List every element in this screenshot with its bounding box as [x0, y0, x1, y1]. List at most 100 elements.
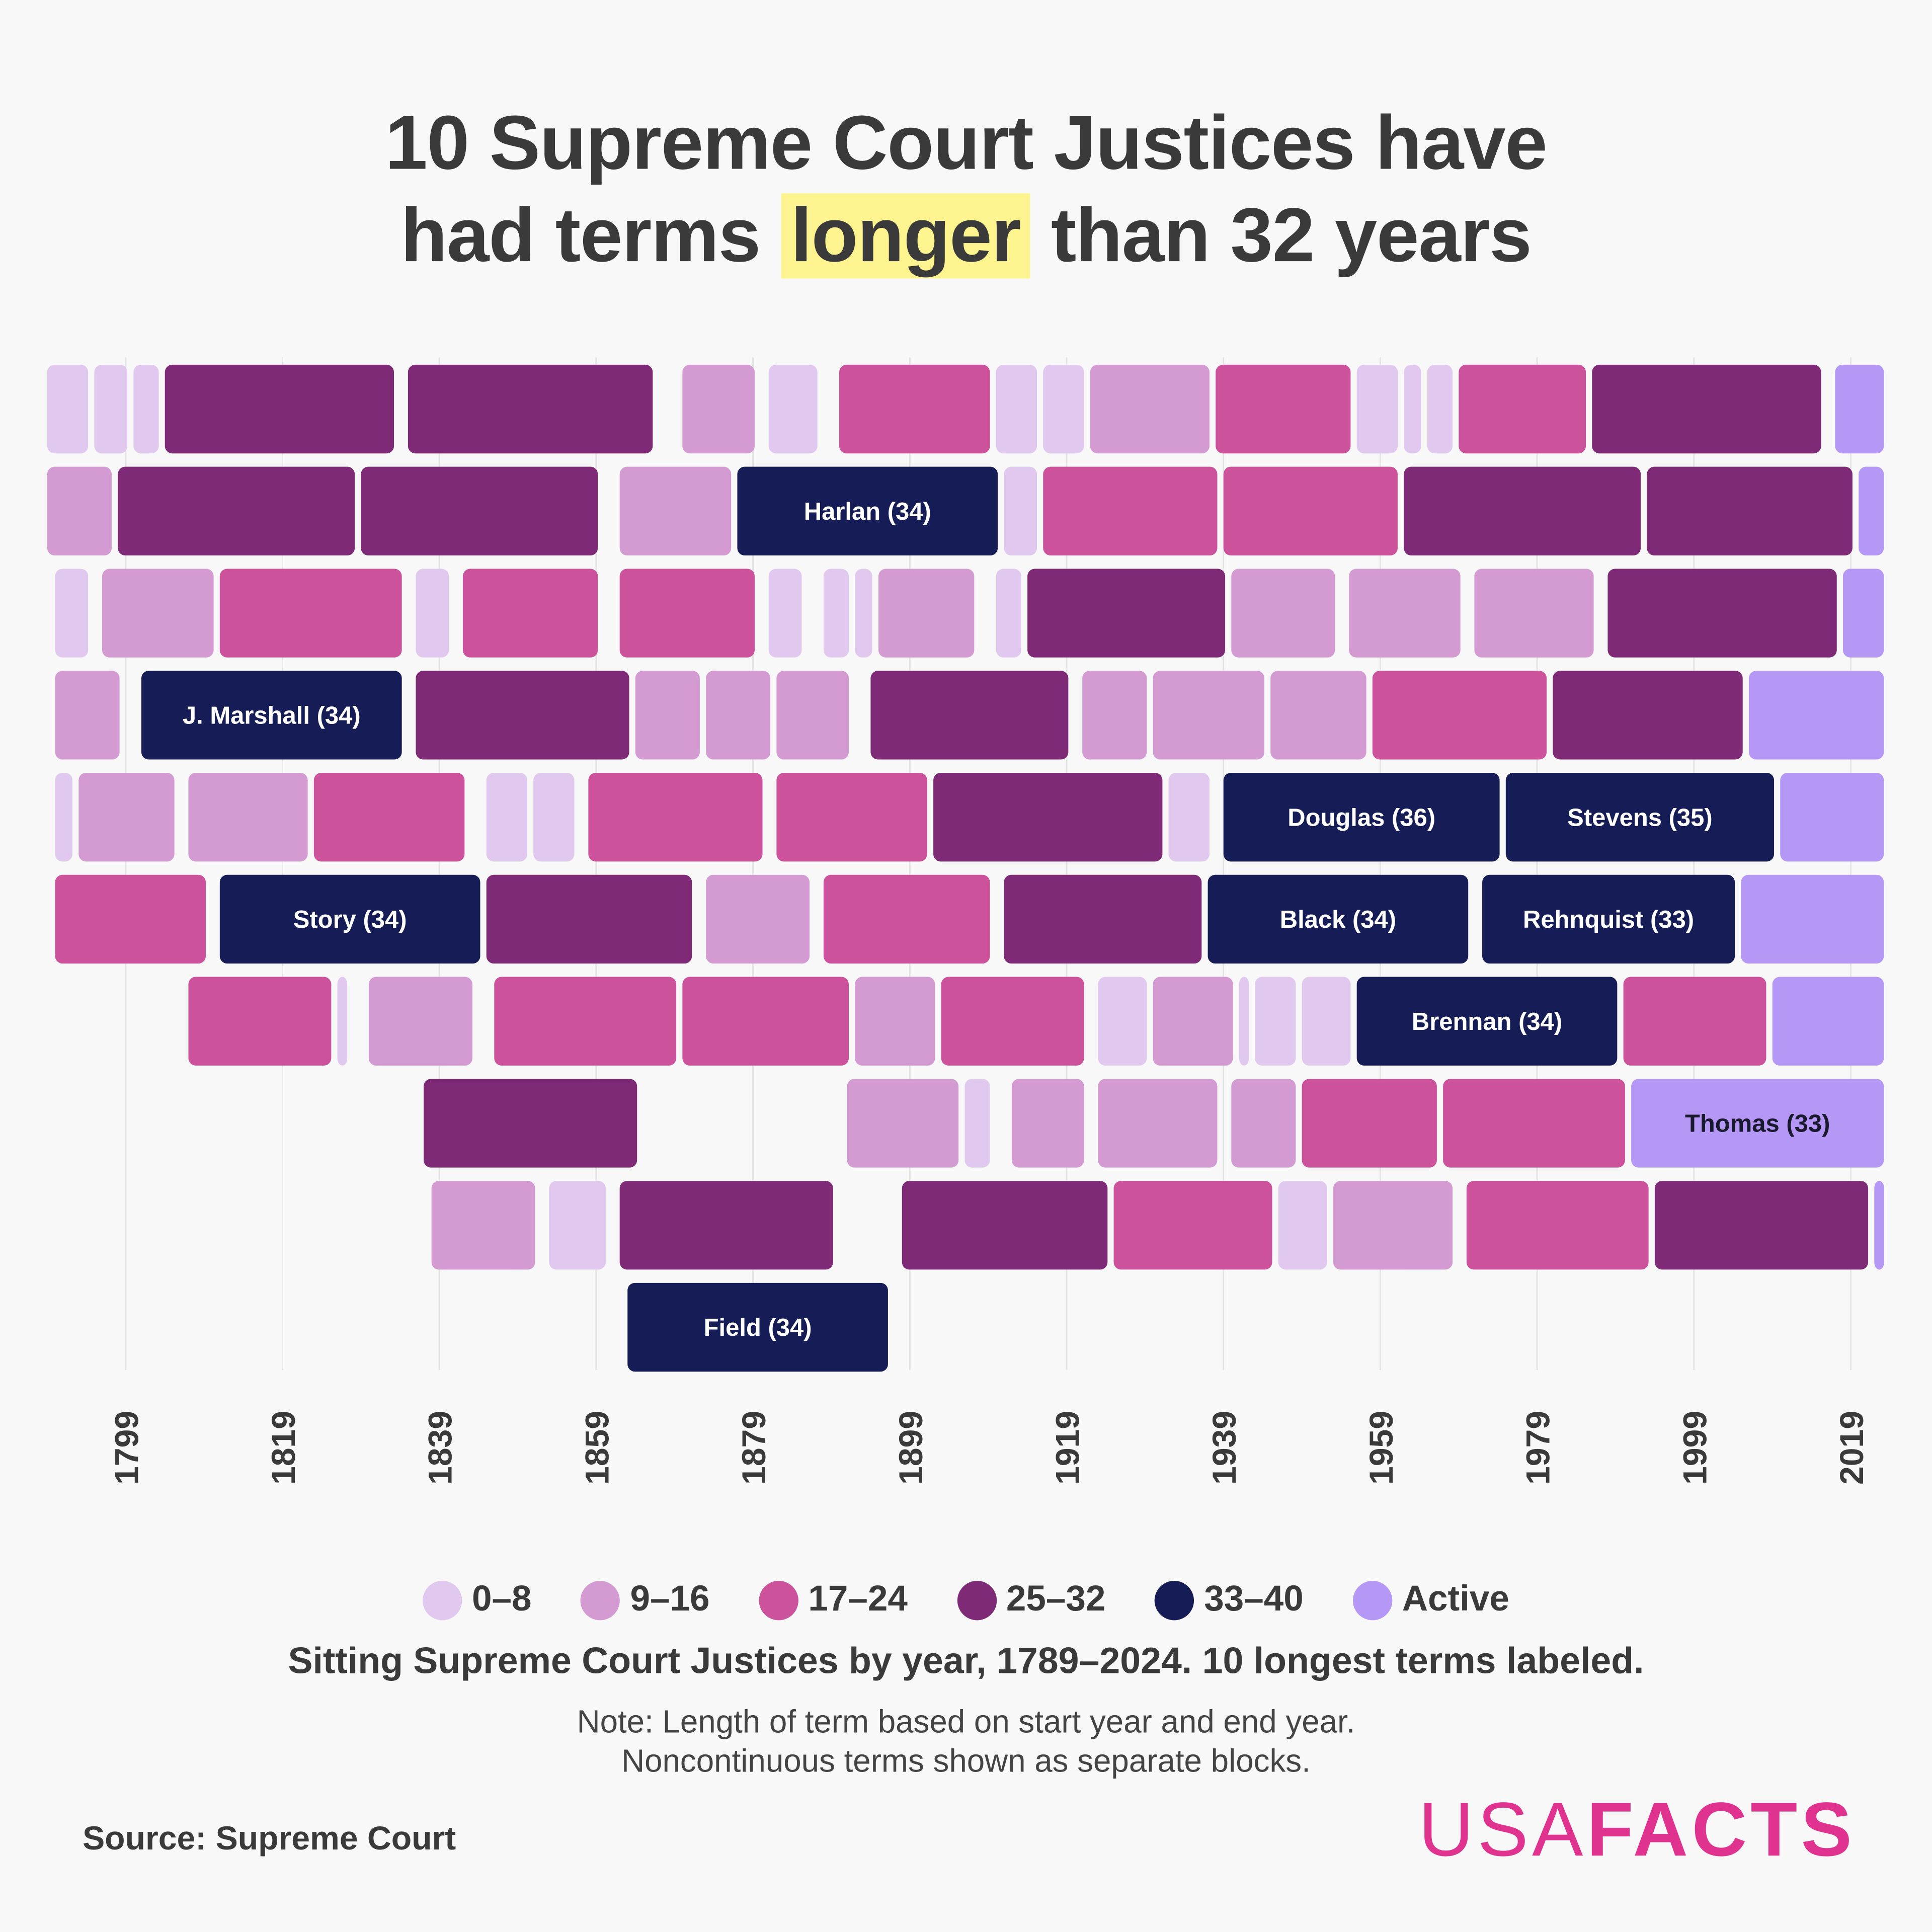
term-block: [337, 977, 348, 1066]
term-label: Field (34): [704, 1314, 812, 1341]
term-block: [1356, 364, 1398, 454]
term-block: [870, 671, 1069, 760]
title-pre: had terms: [400, 193, 761, 279]
term-block: [1004, 874, 1202, 964]
term-block: [1748, 671, 1884, 760]
term-block: [1168, 773, 1210, 862]
term-block: [1153, 977, 1233, 1066]
term-block: [486, 773, 527, 862]
term-block: [1631, 1079, 1884, 1168]
title-line-2: had terms longer than 32 years: [0, 191, 1932, 282]
term-block: [55, 671, 120, 760]
term-block: [165, 364, 394, 454]
term-block: [706, 874, 810, 964]
term-block: [1113, 1181, 1272, 1270]
term-block: [1278, 1181, 1327, 1270]
legend-label: Active: [1402, 1579, 1509, 1619]
term-block: [533, 773, 575, 862]
term-block: [706, 671, 771, 760]
timeline-chart: 1799 1819 1839 1859 1879 1899 1919 1939 1959 1979…: [47, 357, 1884, 1485]
term-block: [1356, 977, 1618, 1066]
term-block: [1216, 364, 1351, 454]
term-block: [188, 977, 332, 1066]
term-block: [1098, 977, 1147, 1066]
term-label: Stevens (35): [1567, 804, 1713, 831]
term-label: J. Marshall (34): [183, 702, 361, 730]
term-block: [78, 773, 175, 862]
term-block: [1741, 874, 1884, 964]
term-block: [416, 671, 629, 760]
legend-label: 33–40: [1204, 1579, 1304, 1619]
term-block: [1654, 1181, 1869, 1270]
legend-swatch: [1155, 1580, 1194, 1620]
x-tick-label: 1919: [1050, 1411, 1087, 1485]
term-block: [133, 364, 159, 454]
term-block: [1592, 364, 1821, 454]
term-block: [1482, 874, 1735, 964]
term-block: [1466, 1181, 1649, 1270]
term-block: [1231, 1079, 1296, 1168]
term-block: [619, 569, 755, 658]
term-block: [682, 977, 849, 1066]
term-block: [823, 874, 990, 964]
term-block: [1153, 671, 1265, 760]
term-block: [1223, 466, 1398, 556]
term-block: [1090, 364, 1210, 454]
term-block: [1647, 466, 1853, 556]
term-block: [776, 671, 849, 760]
term-label: Rehnquist (33): [1523, 906, 1694, 933]
term-block: [1427, 364, 1453, 454]
term-block: [549, 1181, 606, 1270]
x-tick-label: 2019: [1833, 1411, 1871, 1485]
x-tick-label: 1819: [265, 1411, 302, 1485]
term-label: Harlan (34): [804, 498, 931, 525]
legend-swatch: [423, 1580, 462, 1620]
legend: 0–8 9–16 17–24 25–32 33–40 Active: [0, 1580, 1932, 1621]
term-block: [1553, 671, 1743, 760]
term-block: [996, 569, 1021, 658]
logo-facts: FACTS: [1586, 1788, 1856, 1873]
term-block: [1027, 569, 1226, 658]
legend-item-25-32: 25–32: [956, 1579, 1106, 1621]
legend-item-0-8: 0–8: [423, 1580, 532, 1621]
term-block: [416, 569, 449, 658]
chart-subtitle: Sitting Supreme Court Justices by year, …: [288, 1641, 1644, 1682]
term-block: [368, 977, 472, 1066]
term-block: [1607, 569, 1837, 658]
title-line-1: 10 Supreme Court Justices have: [385, 101, 1547, 186]
term-label: Brennan (34): [1412, 1008, 1562, 1035]
term-block: [855, 977, 935, 1066]
term-block: [768, 569, 802, 658]
term-block: [1443, 1079, 1625, 1168]
term-block: [902, 1181, 1108, 1270]
term-block: [619, 466, 732, 556]
term-block: [1043, 364, 1084, 454]
legend-item-active: Active: [1352, 1579, 1509, 1621]
legend-label: 17–24: [808, 1579, 908, 1619]
legend-swatch: [956, 1580, 997, 1620]
term-block: [219, 874, 480, 964]
term-block: [1459, 364, 1586, 454]
legend-label: 9–16: [630, 1579, 710, 1619]
term-block: [768, 364, 818, 454]
legend-label: 25–32: [1006, 1579, 1106, 1619]
legend-item-17-24: 17–24: [759, 1579, 908, 1621]
term-block: [55, 569, 89, 658]
term-block: [486, 874, 692, 964]
term-block: [941, 977, 1084, 1066]
note-line-1: Note: Length of term based on start year…: [577, 1703, 1355, 1740]
term-block: [1874, 1181, 1884, 1270]
term-block: [462, 569, 598, 658]
legend-swatch: [1352, 1580, 1393, 1620]
term-block: [1302, 1079, 1437, 1168]
legend-swatch: [581, 1580, 620, 1620]
term-block: [1835, 364, 1884, 454]
term-block: [776, 773, 927, 862]
term-block: [1349, 569, 1461, 658]
term-block: [1223, 773, 1500, 862]
term-label: Black (34): [1280, 906, 1396, 933]
x-tick-label: 1799: [108, 1411, 145, 1485]
term-block: [94, 364, 128, 454]
term-block: [102, 569, 214, 658]
